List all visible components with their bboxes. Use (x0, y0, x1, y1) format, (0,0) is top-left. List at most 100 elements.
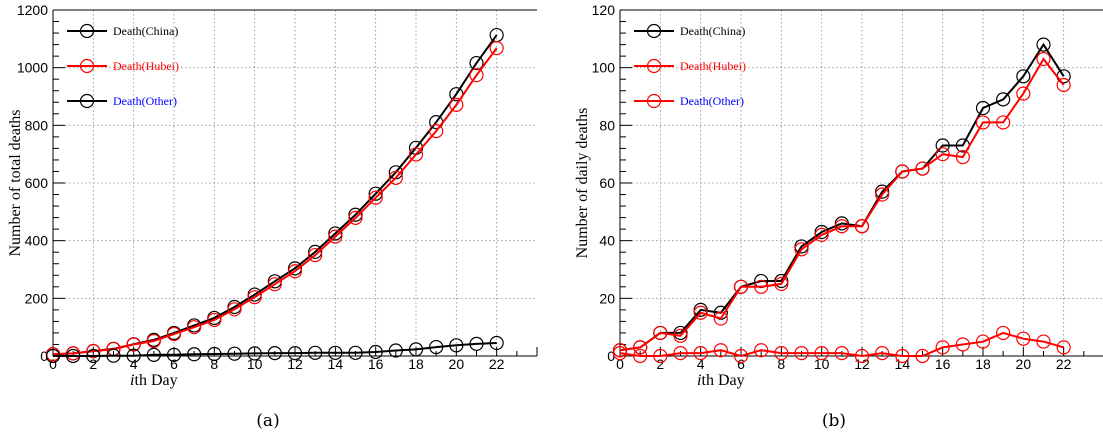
data-point (653, 325, 668, 341)
data-point (126, 348, 141, 363)
data-point (348, 345, 363, 360)
data-point (267, 346, 282, 361)
data-point (368, 344, 383, 360)
data-point (469, 55, 484, 71)
data-point (814, 346, 829, 361)
data-point (247, 346, 262, 361)
data-point (469, 336, 484, 351)
data-point (469, 68, 484, 83)
series-death-hubei (45, 40, 504, 362)
y-tick-label: 80 (599, 117, 615, 133)
legend-marker (646, 93, 662, 109)
y-tick-label: 0 (607, 348, 615, 364)
data-point (187, 320, 202, 335)
data-point (935, 138, 950, 153)
x-tick-label: 12 (287, 356, 303, 372)
legend-marker (646, 23, 662, 39)
data-point (633, 340, 648, 355)
data-point (1016, 86, 1031, 101)
x-tick-label: 8 (777, 356, 785, 372)
data-point (854, 219, 870, 234)
data-point (207, 312, 222, 328)
data-point (207, 346, 222, 362)
data-point (794, 239, 809, 254)
data-point (955, 149, 970, 165)
x-tick-label: 10 (247, 356, 263, 372)
data-point (774, 276, 789, 292)
x-tick-label: 14 (895, 356, 911, 372)
data-point (489, 40, 504, 56)
x-tick-label: 4 (130, 356, 138, 372)
data-point (975, 334, 991, 349)
data-point (774, 273, 789, 289)
data-point (166, 326, 182, 342)
data-point (834, 216, 849, 231)
legend-label: Death(Hubei) (680, 59, 746, 73)
data-point (1056, 340, 1071, 355)
data-point (693, 346, 708, 361)
series-death-other (45, 335, 504, 364)
data-point (1036, 51, 1051, 67)
data-point (328, 229, 343, 244)
chart-panel-b: 0 2 4 6 8 10 12 14 16 18 20 22 0 20 40 60 80 100 120 ith Da… (574, 2, 1103, 431)
figure-caption: (b) (822, 411, 846, 431)
data-point (328, 345, 343, 360)
data-point (875, 187, 890, 202)
data-point (895, 348, 910, 364)
y-tick-label: 60 (599, 175, 615, 191)
data-point (693, 305, 708, 320)
data-point (996, 325, 1011, 341)
series-death-hubei (612, 51, 1071, 358)
data-point (653, 348, 668, 364)
data-point (1036, 334, 1051, 349)
legend-marker (79, 93, 95, 109)
y-tick-label: 600 (25, 175, 49, 191)
data-point (935, 340, 950, 355)
series-line (52, 34, 498, 356)
data-point (975, 115, 991, 130)
legend: Death(China) Death(Hubei) Death(Other) (634, 23, 746, 109)
x-tick-label: 0 (616, 356, 624, 372)
data-point (45, 348, 61, 364)
x-tick-label: 6 (170, 356, 178, 372)
data-point (834, 346, 849, 361)
legend-label: Death(Other) (680, 94, 744, 108)
data-point (287, 346, 303, 361)
x-axis-title: ith Day (130, 372, 178, 389)
x-tick-label: 18 (408, 356, 424, 372)
data-point (673, 325, 688, 341)
data-point (86, 343, 101, 359)
data-point (875, 346, 890, 361)
y-tick-label: 400 (25, 233, 49, 249)
data-point (633, 348, 648, 364)
data-point (308, 345, 323, 360)
data-point (774, 346, 789, 361)
x-tick-label: 2 (656, 356, 664, 372)
x-axis-title: ith Day (697, 372, 745, 389)
data-point (408, 342, 424, 357)
data-point (287, 261, 303, 276)
y-tick-label: 120 (592, 2, 616, 18)
data-point (854, 348, 870, 364)
y-tick-label: 100 (592, 60, 616, 76)
x-tick-label: 6 (737, 356, 745, 372)
data-point (308, 244, 323, 260)
data-point (489, 335, 504, 351)
series-line (619, 42, 1065, 352)
x-tick-label: 4 (697, 356, 705, 372)
data-point (612, 343, 628, 358)
data-point (408, 147, 424, 162)
x-tick-label: 12 (854, 356, 870, 372)
data-point (267, 277, 282, 292)
data-point (66, 348, 81, 364)
data-point (713, 311, 728, 326)
data-point (368, 190, 383, 205)
data-point (146, 333, 161, 349)
data-point (693, 302, 708, 317)
data-point (875, 184, 890, 199)
data-point (368, 186, 383, 201)
y-tick-label: 0 (40, 348, 48, 364)
data-point (955, 337, 970, 352)
data-point (915, 161, 930, 176)
